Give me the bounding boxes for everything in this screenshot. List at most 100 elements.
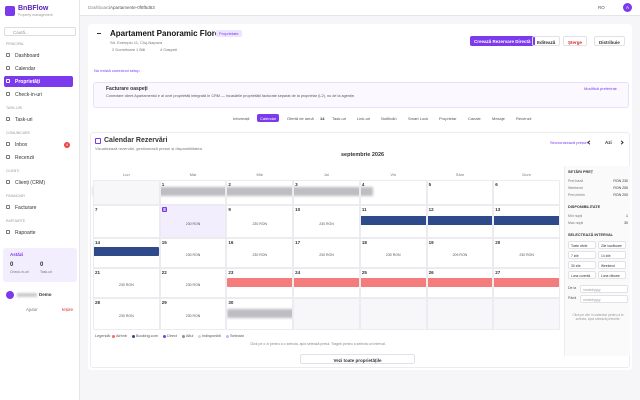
action-button[interactable]: Creează Rezervare Directă bbox=[470, 36, 535, 46]
day-cell[interactable] bbox=[359, 180, 427, 205]
range-button[interactable]: Toate zilele bbox=[568, 241, 596, 249]
tab[interactable]: Task-uri bbox=[332, 115, 347, 121]
user-name: Demo bbox=[39, 292, 52, 297]
sync[interactable]: Sincronizează prețuri bbox=[550, 140, 588, 145]
day-price: 230 RON bbox=[185, 314, 201, 318]
sidebar bbox=[0, 0, 80, 400]
stat-value: 0 bbox=[10, 262, 14, 268]
range-button[interactable]: 30 zile bbox=[568, 261, 596, 269]
range-button[interactable]: Luna curentă bbox=[568, 271, 596, 279]
nav-item[interactable]: Rapoarte bbox=[15, 230, 36, 236]
tab[interactable]: Calendar bbox=[257, 114, 280, 122]
billing-box bbox=[93, 82, 629, 108]
user-blur bbox=[17, 293, 37, 297]
nav-item[interactable]: Dashboard bbox=[15, 53, 40, 59]
day-cell[interactable] bbox=[93, 268, 160, 298]
day-cell[interactable] bbox=[226, 268, 294, 298]
date-input[interactable]: mm/dd/yyyy bbox=[580, 285, 628, 293]
day-cell[interactable] bbox=[159, 298, 227, 330]
nav-item[interactable]: Check-in-uri bbox=[15, 92, 42, 98]
date-input[interactable]: mm/dd/yyyy bbox=[580, 295, 628, 303]
legend-swatch bbox=[163, 335, 166, 338]
range-button[interactable]: 7 zile bbox=[568, 251, 596, 259]
day-cell[interactable] bbox=[493, 238, 560, 268]
day-cell[interactable] bbox=[226, 238, 294, 268]
tab[interactable]: Mesaje bbox=[492, 115, 505, 121]
day-cell[interactable] bbox=[226, 205, 294, 238]
day-cell[interactable] bbox=[493, 205, 560, 238]
day-cell[interactable] bbox=[359, 205, 427, 238]
day-cell[interactable] bbox=[159, 205, 227, 238]
day-price: 230 RON bbox=[252, 221, 268, 226]
tab[interactable]: Ofertă de iarnă bbox=[287, 115, 314, 121]
day-cell[interactable] bbox=[493, 268, 560, 298]
nav-item[interactable]: Recenzii bbox=[15, 155, 35, 161]
notice: Nu există conexiuni setup bbox=[94, 68, 140, 73]
lang[interactable]: RO bbox=[598, 5, 605, 10]
day-cell[interactable] bbox=[293, 205, 360, 238]
nav-item[interactable]: Clienți (CRM) bbox=[15, 180, 45, 186]
range-button[interactable]: Weekend bbox=[598, 261, 626, 269]
day-price: 230 RON bbox=[319, 221, 334, 226]
day-cell[interactable] bbox=[426, 268, 494, 298]
range-button[interactable]: 14 zile bbox=[598, 251, 626, 259]
day-cell[interactable] bbox=[426, 205, 494, 238]
day-number: 22 bbox=[161, 270, 167, 275]
day-cell[interactable] bbox=[226, 298, 294, 330]
legend-swatch bbox=[132, 335, 135, 338]
day-cell[interactable] bbox=[293, 180, 360, 205]
day-number: 30 bbox=[228, 300, 234, 305]
breadcrumb[interactable]: Dashboard bbox=[88, 5, 111, 10]
row-label: Min nopți bbox=[568, 214, 583, 218]
today-box bbox=[3, 248, 77, 282]
logo-icon bbox=[5, 6, 15, 16]
all-button[interactable]: Vezi toate proprietățile bbox=[300, 354, 415, 364]
action-button[interactable]: Distribuie bbox=[594, 36, 625, 46]
action-button[interactable]: Șterge bbox=[563, 36, 588, 46]
billing-link[interactable]: Modifică preferințe bbox=[584, 86, 617, 91]
logout[interactable]: Ieșire bbox=[62, 307, 74, 312]
action-button[interactable]: Editează bbox=[532, 36, 561, 46]
nav-item[interactable]: Task-uri bbox=[15, 117, 33, 123]
day-cell[interactable] bbox=[293, 268, 360, 298]
month: septembrie 2026 bbox=[341, 152, 385, 158]
day-cell[interactable] bbox=[359, 238, 427, 268]
tab[interactable]: Canale bbox=[468, 115, 481, 121]
day-cell[interactable] bbox=[426, 180, 494, 205]
nav-item[interactable]: Facturare bbox=[15, 205, 37, 211]
fact: 1 Băi bbox=[136, 47, 146, 52]
day-cell[interactable] bbox=[159, 238, 227, 268]
day-number: 11 bbox=[361, 207, 367, 212]
range-button[interactable]: Zile lucrătoare bbox=[598, 241, 626, 249]
day-cell[interactable] bbox=[93, 298, 160, 330]
cal-icon bbox=[95, 138, 101, 144]
day-cell[interactable] bbox=[159, 180, 227, 205]
nav-item[interactable]: Inbox bbox=[15, 142, 28, 148]
legend-label: Airbnb bbox=[116, 334, 127, 338]
day-cell[interactable] bbox=[426, 238, 494, 268]
day-cell[interactable] bbox=[493, 180, 560, 205]
tab[interactable]: Smart Lock bbox=[408, 115, 429, 121]
day-cell[interactable] bbox=[293, 238, 360, 268]
day-cell[interactable] bbox=[359, 268, 427, 298]
nav-item[interactable]: Proprietăți bbox=[4, 76, 73, 87]
help[interactable]: Ajutor bbox=[26, 307, 38, 312]
tab[interactable]: Link-uri bbox=[357, 115, 371, 121]
nav-item[interactable]: Calendar bbox=[15, 66, 36, 72]
row-value: 1 bbox=[626, 214, 628, 218]
search[interactable]: Caută... bbox=[4, 27, 76, 36]
day-cell[interactable] bbox=[93, 205, 160, 238]
tab[interactable]: Informații bbox=[233, 115, 250, 121]
note: Click pe o zi pentru a o selecta, apoi s… bbox=[250, 342, 386, 346]
range-button[interactable]: Luna viitoare bbox=[598, 271, 626, 279]
tab[interactable]: Proprietar bbox=[439, 115, 457, 121]
day-cell[interactable] bbox=[93, 238, 160, 268]
tab[interactable]: Notificări bbox=[381, 115, 397, 121]
day-cell[interactable] bbox=[159, 268, 227, 298]
legend-label: Altul bbox=[186, 334, 194, 338]
tab[interactable]: Recenzii bbox=[516, 115, 532, 121]
day-cell[interactable] bbox=[226, 180, 294, 205]
booking-bar bbox=[93, 187, 373, 196]
today[interactable]: Azi bbox=[605, 140, 612, 145]
day-number: 20 bbox=[495, 240, 501, 245]
